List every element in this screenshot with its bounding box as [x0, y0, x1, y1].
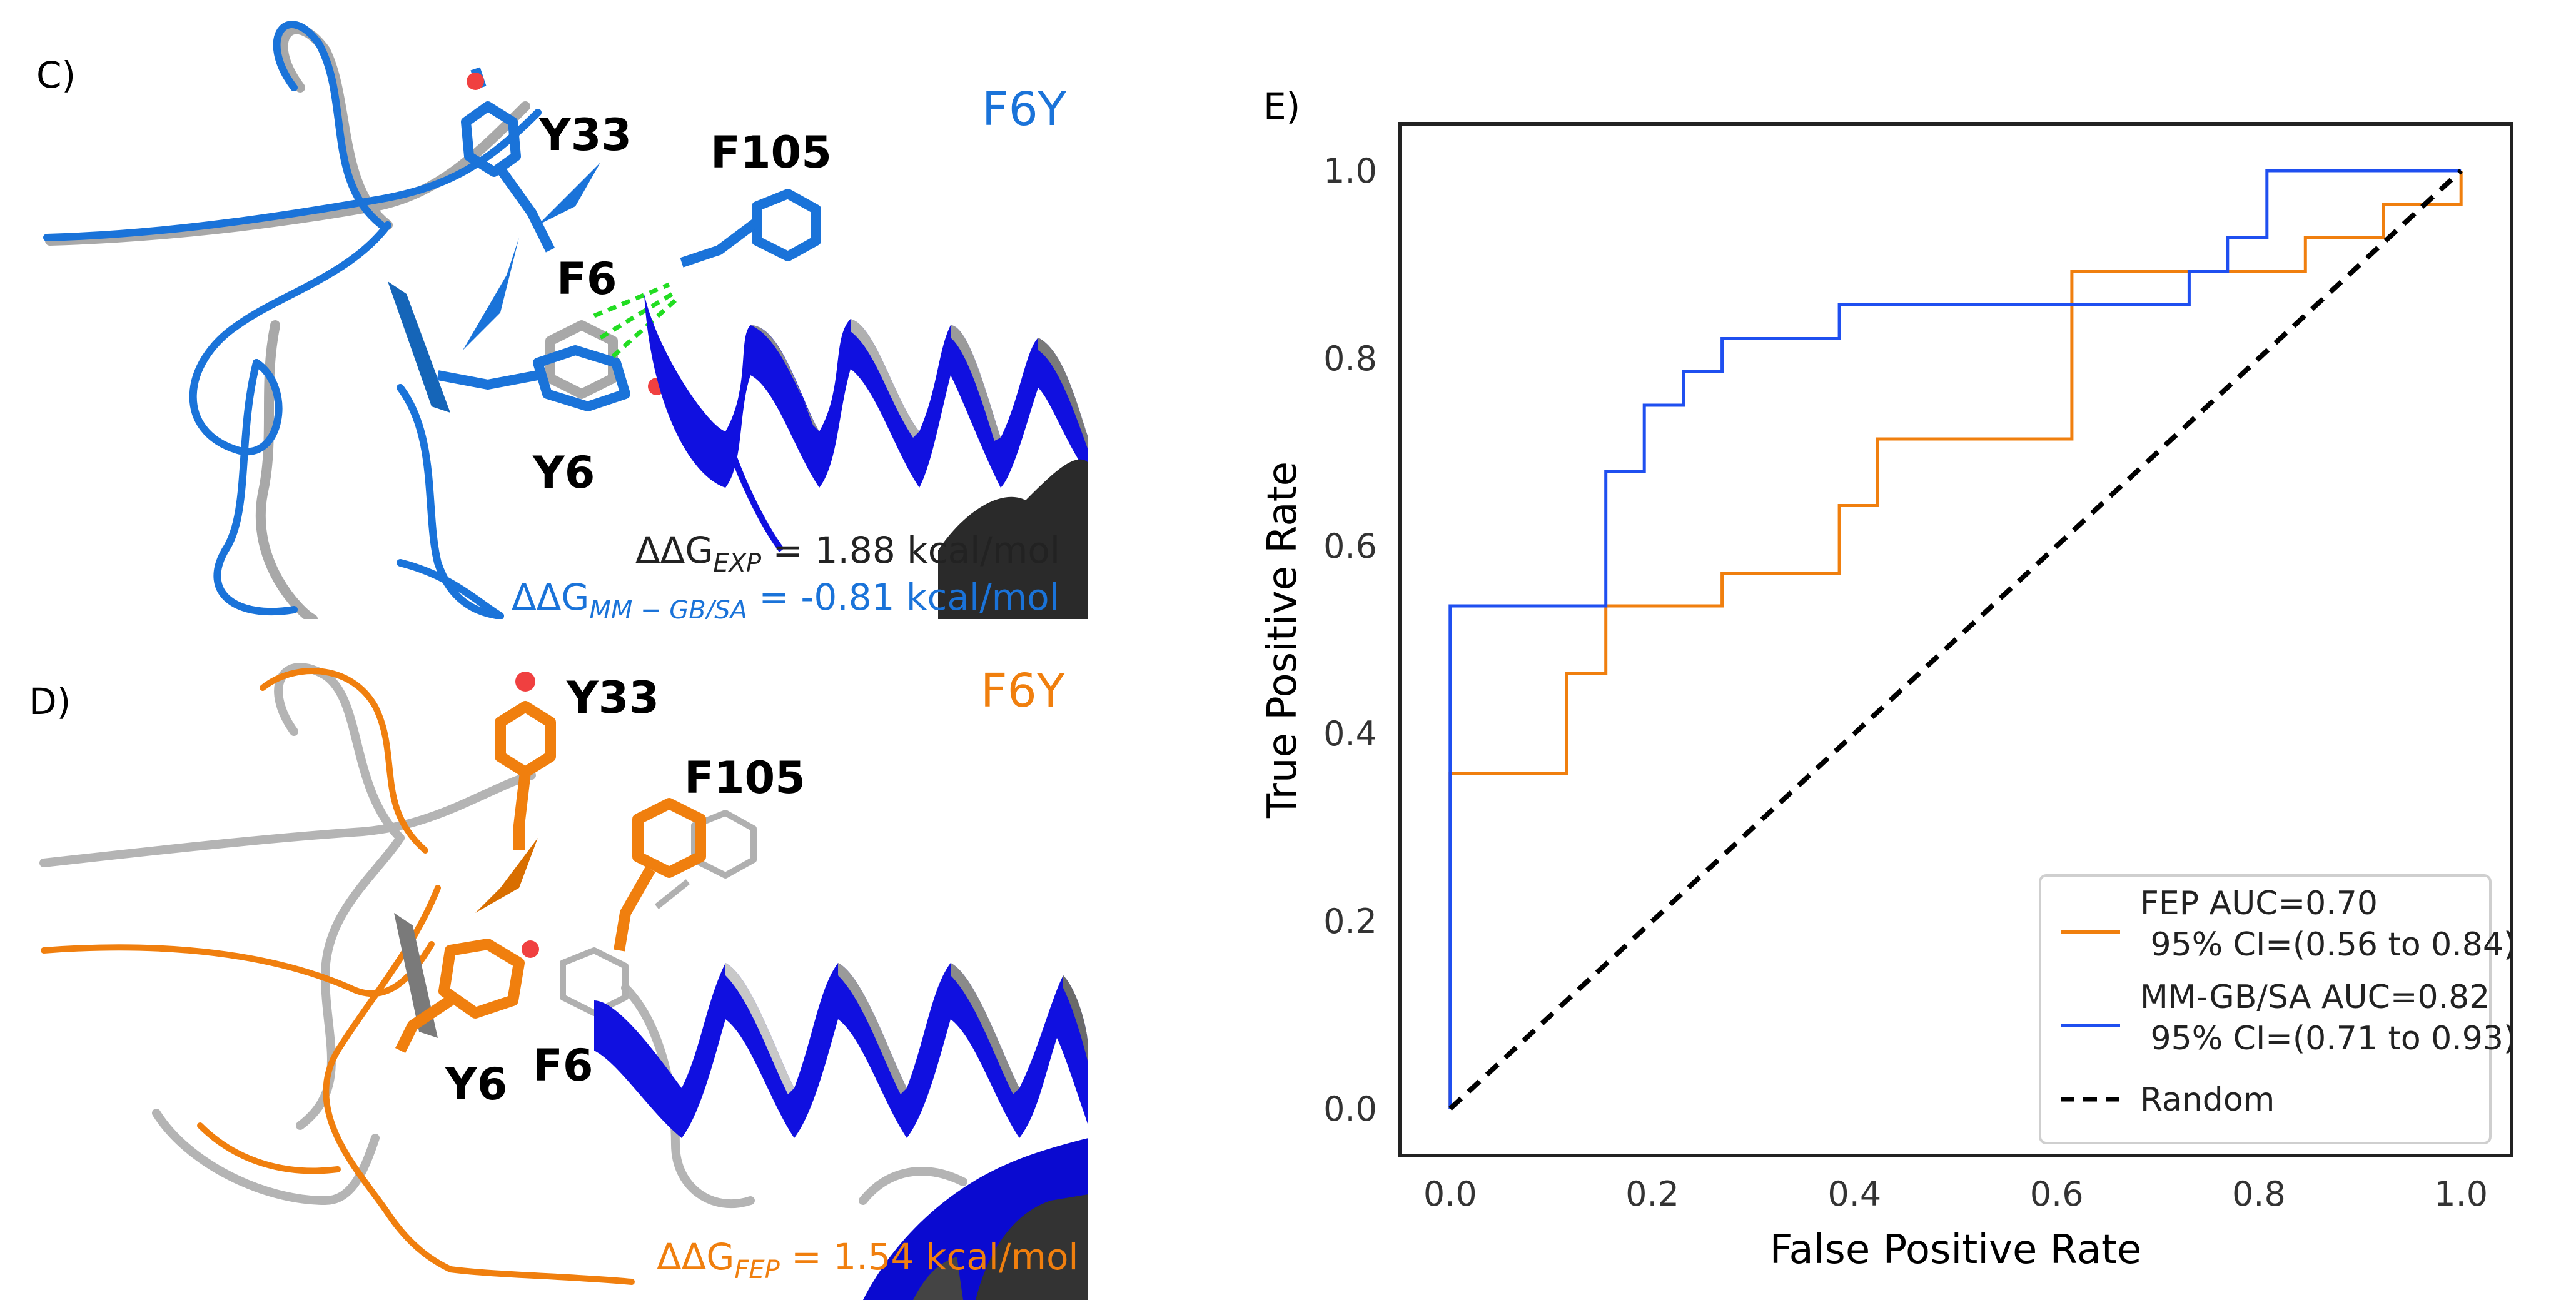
- panel-d-f105-sidechain: [614, 798, 706, 952]
- panel-d-y6-sidechain: [395, 939, 525, 1054]
- panel-c-blue-backbone: [43, 21, 542, 619]
- plot-frame: [1398, 122, 2513, 1157]
- legend-box: [2039, 874, 2492, 1144]
- panel-c-structure: C) F6Y Y33 F105 F6 Y6 ΔΔGEXP = 1.88 kcal…: [0, 0, 1088, 619]
- panel-c-label-y33: Y33: [538, 109, 632, 161]
- y-tick-label: 1.0: [1323, 151, 1377, 191]
- panel-c-gray-backbone: [45, 24, 530, 619]
- panel-c-mutation: F6Y: [982, 83, 1067, 136]
- panel-e-roc-chart: E) 0.0 0.2 0.4 0.6 0.8 1.0 0.0 0.2 0.4 0.6 0.8 1.0 …: [1226, 0, 2576, 1300]
- panel-d-ddg-fep: ΔΔGFEP = 1.54 kcal/mol: [657, 1236, 1079, 1284]
- panel-d-label-y33: Y33: [566, 672, 659, 723]
- panel-c-y6-sidechain: [437, 345, 630, 411]
- panel-c-ddg-exp: ΔΔGEXP = 1.88 kcal/mol: [635, 529, 1060, 578]
- panel-e-letter: E): [1263, 85, 1300, 128]
- x-tick-label: 0.0: [1423, 1174, 1477, 1214]
- panel-d-mutation: F6Y: [981, 664, 1066, 718]
- panel-d-label-f6: F6: [533, 1040, 593, 1091]
- panel-d-letter: D): [29, 680, 71, 723]
- series-random-line: [1448, 169, 2463, 1111]
- panel-d-label-f105: F105: [684, 752, 806, 804]
- legend: FEP AUC=0.70 95% CI=(0.56 to 0.84) MM-GB…: [2039, 874, 2516, 1144]
- legend-fep-line1: FEP AUC=0.70: [2140, 885, 2378, 922]
- panel-c-helix: [644, 294, 1088, 619]
- panel-d-label-y6: Y6: [445, 1059, 507, 1110]
- panel-d-render: D) F6Y Y33 F105 Y6 F6 ΔΔGFEP = 1.54 kcal…: [29, 663, 1088, 1300]
- legend-mm-line2: 95% CI=(0.71 to 0.93): [2140, 1020, 2516, 1057]
- panel-d-beta-strands: [394, 838, 538, 1038]
- legend-mm-line1: MM-GB/SA AUC=0.82: [2140, 979, 2490, 1016]
- legend-fep-line2: 95% CI=(0.56 to 0.84): [2140, 926, 2516, 964]
- legend-random-label: Random: [2140, 1081, 2275, 1119]
- y-tick-label: 0.2: [1323, 902, 1377, 941]
- series-fep-line: [1448, 171, 2463, 1109]
- x-axis-label: False Positive Rate: [1770, 1227, 2142, 1273]
- panel-d-y33-oxygen: [515, 672, 535, 692]
- y-tick-label: 0.0: [1323, 1089, 1377, 1129]
- panel-c-beta-strands: [388, 163, 600, 413]
- series-mm-gb-sa-line: [1448, 169, 2462, 1109]
- y-axis-label: True Positive Rate: [1260, 461, 1306, 819]
- panel-c-y33-oxygen: [467, 73, 484, 90]
- panel-d-f6-gray: [560, 947, 629, 1016]
- roc-chart-svg: E) 0.0 0.2 0.4 0.6 0.8 1.00.00.20.40.60.81.0 …: [1260, 85, 2516, 1273]
- panel-c-f6-gray-ring: [545, 320, 618, 399]
- panel-c-f105-sidechain: [680, 189, 821, 268]
- panel-d-structure: D) F6Y Y33 F105 Y6 F6 ΔΔGFEP = 1.54 kcal…: [0, 650, 1088, 1300]
- panel-c-contacts: [593, 282, 677, 358]
- x-tick-label: 0.8: [2232, 1174, 2286, 1214]
- y-tick-label: 0.6: [1323, 527, 1377, 566]
- panel-d-y33-sidechain: [495, 701, 556, 850]
- panel-c-label-y6: Y6: [532, 447, 595, 498]
- panel-c-letter: C): [36, 54, 76, 96]
- x-tick-label: 1.0: [2434, 1174, 2488, 1214]
- panel-c-y33-sidechain: [461, 67, 555, 253]
- x-tick-label: 0.6: [2030, 1174, 2084, 1214]
- roc-ticks-group: 0.0 0.2 0.4 0.6 0.8 1.0 0.0 0.2 0.4 0.6 0.8 1.0: [1323, 151, 2488, 1214]
- y-tick-label: 0.4: [1323, 714, 1377, 753]
- panel-d-orange-backbone: [41, 667, 635, 1285]
- panel-d-y6-oxygen: [522, 940, 539, 958]
- panel-d-helix: [594, 963, 1088, 1300]
- y-tick-label: 0.8: [1323, 339, 1377, 378]
- panel-c-ddg-mm: ΔΔGMM − GB/SA = -0.81 kcal/mol: [512, 576, 1059, 619]
- x-tick-label: 0.4: [1827, 1174, 1881, 1214]
- panel-c-label-f105: F105: [710, 127, 832, 178]
- roc-series-group: [1448, 169, 2463, 1111]
- x-tick-label: 0.2: [1625, 1174, 1679, 1214]
- panel-c-label-f6: F6: [557, 253, 617, 305]
- panel-c-render: C) F6Y Y33 F105 F6 Y6 ΔΔGEXP = 1.88 kcal…: [36, 21, 1088, 619]
